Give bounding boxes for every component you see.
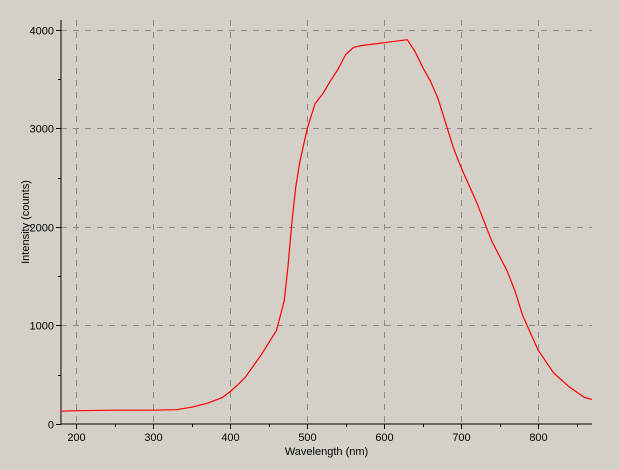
- series-layer: [60, 39, 593, 412]
- x-axis-label: Wavelength (nm): [285, 446, 368, 458]
- spectrum-line: [60, 39, 593, 412]
- grid: [61, 20, 592, 424]
- ticks: 200 300 400 500 600 700 800 0 1000 2000 3000 4000: [30, 26, 578, 444]
- y-tick-label: 4000: [30, 26, 54, 38]
- y-tick-label: 1000: [30, 321, 54, 333]
- x-tick-label: 300: [144, 432, 162, 444]
- y-axis-label: Intensity (counts): [20, 180, 32, 264]
- x-tick-label: 200: [67, 432, 85, 444]
- y-tick-label: 3000: [30, 124, 54, 136]
- y-tick-label: 0: [48, 420, 54, 432]
- y-tick-label: 2000: [30, 223, 54, 235]
- x-tick-label: 800: [529, 432, 547, 444]
- axes: [60, 20, 592, 425]
- x-tick-label: 400: [221, 432, 239, 444]
- x-tick-label: 700: [452, 432, 470, 444]
- x-tick-label: 500: [298, 432, 316, 444]
- x-tick-label: 600: [375, 432, 393, 444]
